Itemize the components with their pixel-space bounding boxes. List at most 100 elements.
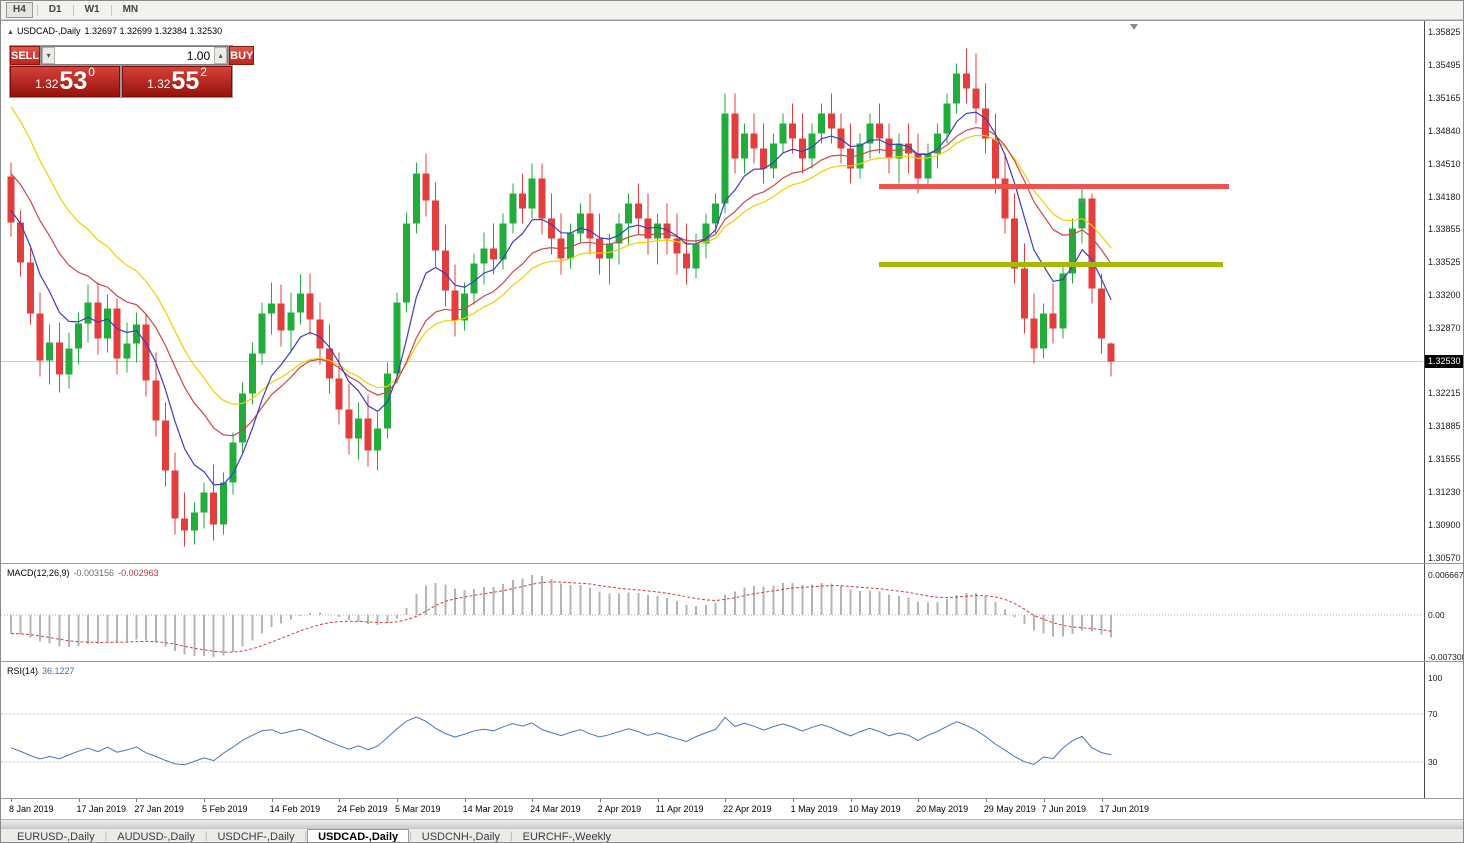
macd-label: MACD(12,26,9) -0.003156 -0.002963: [7, 568, 159, 578]
main-chart[interactable]: + + ▲ USDCAD-,Daily 1.32697 1.32699 1.32384…: [1, 21, 1424, 564]
time-axis-tick: [78, 799, 80, 802]
time-axis-tick: [1043, 799, 1045, 802]
volume-decrease-button[interactable]: ▾: [42, 47, 56, 64]
time-axis-tick: [11, 799, 12, 802]
time-axis-tick: [850, 799, 852, 802]
date-label: 2 Apr 2019: [597, 804, 642, 814]
date-label: 14 Mar 2019: [462, 804, 514, 814]
panel-splitter[interactable]: [1, 560, 1424, 565]
price-scale-label: 1.31555: [1428, 454, 1461, 464]
sell-price-prefix: 1.32: [35, 77, 59, 91]
time-axis-tick: [204, 799, 205, 802]
volume-increase-button[interactable]: ▴: [214, 47, 228, 64]
price-scale-label: 1.35165: [1428, 93, 1461, 103]
sell-price-button[interactable]: 1.32 53 0: [10, 65, 120, 97]
time-axis-tick: [985, 799, 987, 802]
price-scale-label: 1.30570: [1428, 552, 1461, 563]
chart-tab-usdcad[interactable]: USDCAD-,Daily: [307, 828, 410, 842]
price-scale-label: 1.31230: [1428, 486, 1461, 497]
buy-price-prefix: 1.32: [147, 77, 171, 91]
buy-button[interactable]: BUY: [229, 46, 255, 65]
macd-scale-label: 0.00: [1428, 610, 1445, 620]
panel-splitter[interactable]: [1, 658, 1424, 663]
rsi-name: RSI(14): [7, 666, 39, 676]
volume-field-wrap: ▾ ▴: [41, 46, 229, 65]
price-scale-label: 1.33855: [1428, 224, 1461, 234]
timeframe-button-w1[interactable]: W1: [78, 2, 107, 18]
time-axis-tick: [599, 799, 601, 802]
time-axis-tick: [464, 799, 466, 802]
date-label: 1 May 2019: [790, 804, 838, 814]
sell-price-pips: 53: [59, 67, 88, 95]
time-axis-tick: [792, 799, 794, 802]
date-label: 7 Jun 2019: [1041, 804, 1087, 814]
macd-panel: MACD(12,26,9) -0.003156 -0.002963 0.006667…: [1, 563, 1464, 662]
date-label: 14 Feb 2019: [269, 804, 321, 814]
timeframe-button-d1[interactable]: D1: [42, 2, 69, 18]
rsi-value: 36.1227: [42, 666, 75, 676]
time-axis-tick: [918, 799, 920, 802]
date-label: 29 May 2019: [983, 804, 1036, 814]
price-scale-label: 1.33525: [1428, 257, 1461, 267]
macd-main-value: -0.003156: [73, 568, 115, 578]
current-price-badge: 1.32530: [1425, 355, 1463, 368]
tab-separator: |: [304, 831, 308, 842]
chart-tab-audusd[interactable]: AUDUSD-,Daily: [117, 830, 195, 843]
chart-tab-eurchf[interactable]: EURCHF-,Weekly: [522, 830, 612, 843]
chart-tab-bar: EURUSD-,Daily | AUDUSD-,Daily | USDCHF-,Dail…: [1, 828, 1463, 843]
rsi-scale[interactable]: 100 70 30: [1424, 662, 1463, 798]
price-scale-label: 1.35495: [1428, 60, 1461, 70]
date-label: 10 May 2019: [848, 804, 901, 814]
chart-title: ▲ USDCAD-,Daily 1.32697 1.32699 1.32384 1.…: [7, 26, 222, 36]
tab-separator: |: [204, 831, 208, 842]
svg-text:+: +: [1041, 342, 1047, 353]
date-label: 27 Jan 2019: [134, 804, 184, 814]
price-scale-label: 1.34180: [1428, 191, 1461, 202]
rsi-label: RSI(14) 36.1227: [7, 666, 75, 676]
ohlc-values: 1.32697 1.32699 1.32384 1.32530: [84, 26, 223, 36]
volume-input[interactable]: [55, 47, 215, 64]
macd-scale-label: -0.007308: [1428, 652, 1464, 662]
macd-scale[interactable]: 0.006667 0.00 -0.007308: [1424, 564, 1464, 662]
date-label: 24 Feb 2019: [337, 804, 388, 814]
price-scale-label: 1.32870: [1428, 322, 1461, 333]
collapse-chart-icon[interactable]: ▲: [7, 29, 14, 36]
time-axis-tick: [271, 799, 273, 802]
symbol-timeframe-label: USDCAD-,Daily: [16, 26, 81, 36]
toolbar-separator: [36, 4, 38, 16]
date-label: 5 Mar 2019: [395, 804, 441, 814]
horizontal-scrollbar[interactable]: [1, 819, 1463, 828]
toolbar-separator: [72, 4, 74, 16]
time-axis-tick: [725, 799, 727, 802]
timeframe-button-mn[interactable]: MN: [116, 2, 146, 18]
time-axis-tick: [136, 799, 138, 802]
time-axis-tick: [397, 799, 398, 802]
tab-separator: |: [104, 831, 108, 842]
chart-tab-eurusd[interactable]: EURUSD-,Daily: [17, 830, 95, 843]
rsi-scale-label: 30: [1428, 757, 1438, 767]
price-scale-label: 1.34840: [1428, 125, 1461, 136]
buy-price-button[interactable]: 1.32 55 2: [122, 65, 232, 97]
time-axis-tick: [657, 799, 659, 802]
date-label: 17 Jun 2019: [1099, 804, 1150, 814]
date-label: 22 Apr 2019: [723, 804, 772, 814]
buy-price-point: 2: [200, 65, 207, 79]
sell-button[interactable]: SELL: [10, 46, 41, 65]
buy-price-pips: 55: [171, 67, 200, 95]
timeframe-button-h4[interactable]: H4: [6, 2, 33, 18]
chart-tab-usdcnh[interactable]: USDCNH-,Daily: [421, 830, 500, 843]
chart-tab-usdchf[interactable]: USDCHF-,Daily: [217, 830, 295, 843]
price-scale-label: 1.30900: [1428, 519, 1461, 530]
price-scale[interactable]: 1.35825 1.35495 1.35165 1.34840 1.34510 1.341…: [1424, 21, 1463, 564]
svg-text:+: +: [1079, 197, 1085, 208]
tab-separator: |: [510, 831, 513, 842]
timeframe-toolbar: H4 D1 W1 MN: [1, 1, 1463, 20]
price-scale-label: 1.32215: [1428, 388, 1461, 398]
time-axis[interactable]: 8 Jan 2019 17 Jan 2019 27 Jan 2019 5 Feb 20…: [1, 799, 1463, 819]
macd-plot[interactable]: [1, 564, 1424, 662]
candlestick-chart-svg[interactable]: ++: [1, 21, 1424, 564]
rsi-plot[interactable]: [1, 662, 1424, 800]
time-axis-tick: [1101, 799, 1103, 802]
